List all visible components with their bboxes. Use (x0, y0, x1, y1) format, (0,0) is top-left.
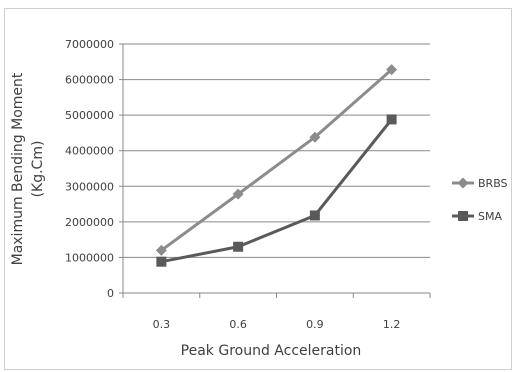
x-tick-label: 0.9 (306, 318, 324, 331)
legend-marker-sma (458, 211, 468, 221)
series-brbs (155, 64, 398, 256)
data-point-sma (156, 256, 167, 267)
series-sma (156, 114, 397, 267)
legend-item-sma: SMA (452, 210, 502, 223)
y-tick-label: 4000000 (65, 145, 114, 158)
gridlines (123, 43, 430, 258)
data-point-brbs (232, 188, 244, 200)
x-tick-label: 0.6 (229, 318, 247, 331)
y-tick-label: 2000000 (65, 216, 114, 229)
x-tick-label: 1.2 (383, 318, 401, 331)
legend-label-brbs: BRBS (478, 177, 508, 190)
line-chart: 0 1000000 2000000 3000000 4000000 5000000 6000… (10, 38, 508, 359)
data-point-sma (309, 210, 320, 221)
y-tick-label: 5000000 (65, 109, 114, 122)
y-tick-label: 3000000 (65, 180, 114, 193)
data-point-sma (386, 114, 397, 125)
series-group (155, 64, 398, 267)
legend-label-sma: SMA (478, 210, 502, 223)
data-point-sma (233, 241, 244, 252)
y-tick-label: 7000000 (65, 38, 114, 51)
series-line-sma (161, 118, 393, 264)
series-line-brbs (160, 68, 393, 252)
legend: BRBS SMA (452, 177, 508, 223)
chart-frame: 0 1000000 2000000 3000000 4000000 5000000 6000… (4, 8, 512, 370)
data-point-brbs (386, 64, 398, 76)
data-point-brbs (155, 244, 167, 256)
axes (122, 44, 430, 294)
y-axis-ticks: 0 1000000 2000000 3000000 4000000 5000000 6000… (65, 38, 123, 300)
y-tick-label: 1000000 (65, 251, 114, 264)
legend-item-brbs: BRBS (452, 177, 508, 190)
y-tick-label: 0 (107, 287, 114, 300)
x-axis-title: Peak Ground Acceleration (181, 343, 362, 359)
legend-marker-brbs (457, 177, 469, 189)
y-tick-label: 6000000 (65, 74, 114, 87)
data-point-brbs (309, 131, 321, 143)
x-axis-ticks: 0.3 0.6 0.9 1.2 (122, 293, 431, 331)
x-tick-label: 0.3 (153, 318, 171, 331)
y-axis-title-line2: (Kg.Cm) (30, 141, 46, 198)
y-axis-title-line1: Maximum Bending Moment (10, 72, 26, 265)
